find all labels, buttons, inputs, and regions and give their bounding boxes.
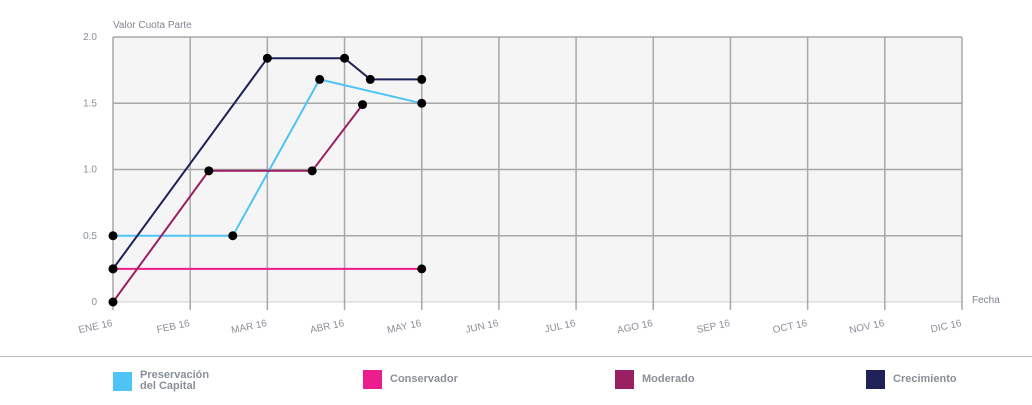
data-point bbox=[262, 53, 272, 63]
series-line-0 bbox=[113, 78, 422, 237]
x-tick-label: OCT 16 bbox=[772, 318, 809, 336]
legend-label: Crecimiento bbox=[893, 373, 957, 385]
legend-item: Moderado bbox=[615, 370, 695, 389]
x-tick-label: SEP 16 bbox=[696, 318, 732, 336]
legend-label: Conservador bbox=[390, 373, 458, 385]
x-tick-label: JUN 16 bbox=[465, 318, 500, 336]
x-tick-label: AGO 16 bbox=[616, 318, 654, 336]
legend-item: Crecimiento bbox=[866, 370, 957, 389]
grid bbox=[112, 36, 963, 310]
y-tick-label: 1.5 bbox=[83, 98, 97, 109]
x-tick-label: JUL 16 bbox=[544, 318, 577, 335]
line-chart: 0 0.5 1.0 1.5 2.0 ENE 16 FEB 16 MAR 16 ABR 16 MA… bbox=[78, 20, 1001, 336]
x-tick-label: MAY 16 bbox=[386, 318, 423, 336]
data-point bbox=[108, 297, 118, 307]
x-tick-label: DIC 16 bbox=[930, 318, 963, 335]
data-points bbox=[108, 53, 427, 307]
legend-item: Conservador bbox=[363, 370, 458, 389]
legend-swatch bbox=[113, 371, 132, 391]
legend-label: Moderado bbox=[642, 373, 695, 385]
x-tick-label: MAR 16 bbox=[230, 318, 268, 336]
legend-divider bbox=[0, 356, 1032, 357]
data-point bbox=[108, 231, 118, 241]
legend-item: Preservación del Capital bbox=[113, 370, 209, 392]
x-tick-label: ABR 16 bbox=[309, 318, 345, 336]
data-point bbox=[417, 98, 427, 108]
x-tick-label: NOV 16 bbox=[848, 318, 886, 336]
data-point bbox=[365, 74, 375, 84]
data-point bbox=[204, 166, 214, 176]
data-point bbox=[228, 231, 238, 241]
x-axis-title: Fecha bbox=[972, 295, 1000, 306]
y-axis-title: Valor Cuota Parte bbox=[113, 20, 192, 31]
legend-label: Preservación del Capital bbox=[140, 369, 210, 392]
y-tick-label: 1.0 bbox=[83, 165, 97, 176]
y-axis-tick-labels: 0 0.5 1.0 1.5 2.0 bbox=[83, 32, 97, 308]
data-point bbox=[108, 264, 118, 274]
y-tick-label: 2.0 bbox=[83, 32, 97, 43]
data-point bbox=[340, 53, 350, 63]
series-line-2 bbox=[112, 103, 364, 303]
data-point bbox=[417, 74, 427, 84]
x-tick-label: ENE 16 bbox=[78, 318, 114, 336]
data-point bbox=[417, 264, 427, 274]
y-tick-label: 0 bbox=[91, 297, 97, 308]
legend-swatch bbox=[615, 370, 634, 389]
data-point bbox=[315, 74, 325, 84]
legend-swatch bbox=[866, 370, 885, 389]
x-tick-label: FEB 16 bbox=[156, 318, 191, 336]
data-point bbox=[358, 100, 368, 110]
y-tick-label: 0.5 bbox=[83, 231, 97, 242]
legend-swatch bbox=[363, 370, 382, 389]
x-axis-tick-labels: ENE 16 FEB 16 MAR 16 ABR 16 MAY 16 JUN 16 JUL … bbox=[78, 318, 963, 336]
data-point bbox=[307, 166, 317, 176]
